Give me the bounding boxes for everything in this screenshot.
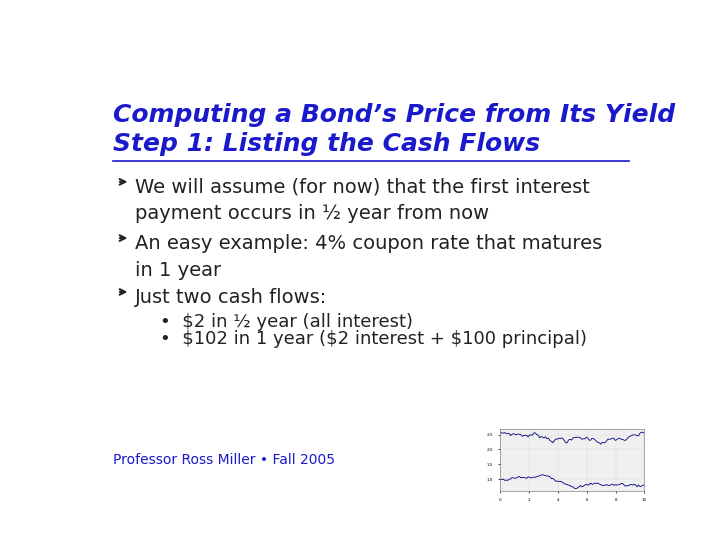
Text: Computing a Bond’s Price from Its Yield
Step 1: Listing the Cash Flows: Computing a Bond’s Price from Its Yield …	[113, 103, 675, 156]
Text: 39: 39	[609, 452, 629, 467]
Text: •  $102 in 1 year ($2 interest + $100 principal): • $102 in 1 year ($2 interest + $100 pri…	[160, 330, 587, 348]
Text: •  $2 in ½ year (all interest): • $2 in ½ year (all interest)	[160, 313, 413, 330]
Text: We will assume (for now) that the first interest
payment occurs in ½ year from n: We will assume (for now) that the first …	[135, 178, 590, 224]
Text: Just two cash flows:: Just two cash flows:	[135, 288, 327, 307]
Text: An easy example: 4% coupon rate that matures
in 1 year: An easy example: 4% coupon rate that mat…	[135, 234, 602, 280]
Text: Professor Ross Miller • Fall 2005: Professor Ross Miller • Fall 2005	[113, 453, 336, 467]
